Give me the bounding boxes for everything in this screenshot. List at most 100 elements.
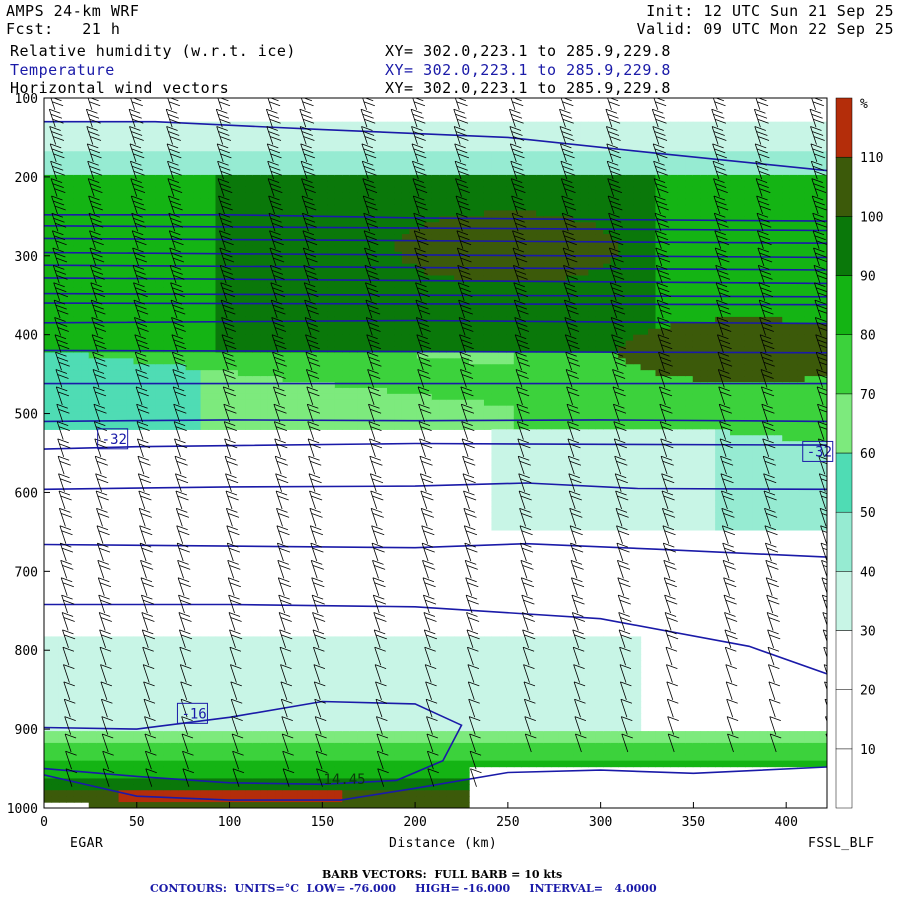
rh-cell bbox=[491, 287, 500, 294]
rh-cell bbox=[96, 293, 105, 300]
rh-cell bbox=[372, 766, 381, 774]
rh-cell bbox=[58, 695, 67, 703]
rh-cell bbox=[461, 210, 470, 217]
rh-cell bbox=[357, 216, 366, 223]
rh-cell bbox=[387, 346, 396, 354]
rh-cell bbox=[148, 660, 157, 667]
rh-cell bbox=[245, 737, 254, 744]
rh-cell bbox=[424, 683, 433, 691]
rh-cell bbox=[282, 636, 291, 643]
rh-cell bbox=[282, 157, 291, 164]
rh-cell bbox=[305, 790, 314, 797]
rh-cell bbox=[312, 382, 321, 389]
rh-cell bbox=[327, 222, 336, 229]
rh-cell bbox=[476, 245, 485, 253]
rh-cell bbox=[208, 192, 217, 200]
rh-cell bbox=[312, 689, 321, 697]
rh-cell bbox=[96, 683, 105, 691]
rh-cell bbox=[126, 796, 135, 803]
rh-cell bbox=[282, 287, 291, 294]
rh-cell bbox=[424, 234, 433, 241]
rh-cell bbox=[88, 796, 97, 803]
rh-cell bbox=[215, 725, 224, 732]
rh-cell bbox=[476, 163, 485, 170]
rh-cell bbox=[133, 328, 142, 336]
rh-cell bbox=[252, 163, 261, 170]
rh-cell bbox=[230, 322, 239, 330]
rh-cell bbox=[401, 293, 410, 300]
rh-cell bbox=[409, 423, 418, 430]
rh-cell bbox=[357, 654, 366, 661]
rh-cell bbox=[163, 784, 172, 791]
rh-cell bbox=[88, 748, 97, 756]
rh-cell bbox=[133, 174, 142, 182]
rh-cell bbox=[58, 671, 67, 679]
rh-cell bbox=[245, 766, 254, 774]
rh-cell bbox=[103, 204, 112, 212]
rh-cell bbox=[260, 269, 269, 277]
rh-cell bbox=[483, 328, 493, 336]
rh-cell bbox=[193, 760, 202, 768]
rh-cell bbox=[319, 340, 328, 348]
rh-cell bbox=[446, 145, 455, 152]
rh-cell bbox=[81, 683, 90, 691]
rh-cell bbox=[73, 654, 82, 661]
rh-cell bbox=[439, 346, 448, 354]
rh-cell bbox=[349, 725, 358, 732]
rh-cell bbox=[349, 228, 358, 235]
rh-cell bbox=[170, 222, 179, 229]
rh-cell bbox=[305, 222, 314, 229]
rh-cell bbox=[372, 760, 381, 768]
rh-cell bbox=[155, 316, 164, 324]
rh-cell bbox=[364, 642, 373, 649]
rh-cell bbox=[252, 364, 261, 371]
rh-cell bbox=[342, 311, 351, 318]
rh-cell bbox=[260, 405, 269, 413]
rh-cell bbox=[178, 802, 187, 808]
rh-cell bbox=[237, 157, 246, 164]
rh-cell bbox=[357, 683, 366, 691]
rh-cell bbox=[185, 269, 194, 277]
rh-cell bbox=[73, 163, 82, 170]
rh-cell bbox=[312, 293, 321, 300]
rh-cell bbox=[290, 204, 299, 212]
rh-cell bbox=[275, 257, 284, 265]
rh-cell bbox=[193, 139, 202, 146]
rh-cell bbox=[215, 328, 224, 336]
rh-cell bbox=[416, 737, 425, 744]
rh-cell bbox=[290, 346, 299, 354]
rh-cell bbox=[424, 382, 433, 389]
rh-cell bbox=[148, 311, 157, 318]
rh-cell bbox=[387, 683, 396, 691]
rh-cell bbox=[319, 186, 328, 194]
rh-cell bbox=[148, 228, 157, 235]
rh-cell bbox=[454, 364, 463, 371]
rh-cell bbox=[491, 157, 500, 164]
rh-cell bbox=[431, 719, 440, 726]
rh-cell bbox=[118, 216, 127, 223]
rh-cell bbox=[133, 127, 142, 135]
rh-cell bbox=[222, 340, 232, 348]
rh-cell bbox=[103, 210, 112, 217]
rh-cell bbox=[334, 382, 343, 389]
rh-cell bbox=[498, 370, 507, 377]
rh-cell bbox=[290, 648, 299, 655]
rh-cell bbox=[416, 707, 425, 714]
rh-cell bbox=[349, 305, 358, 312]
rh-cell bbox=[44, 139, 53, 146]
rh-cell bbox=[185, 772, 194, 780]
rh-cell bbox=[454, 293, 463, 300]
rh-cell bbox=[222, 778, 232, 785]
rh-cell bbox=[498, 257, 507, 265]
rh-cell bbox=[409, 790, 418, 797]
rh-cell bbox=[200, 228, 209, 235]
rh-cell bbox=[185, 802, 194, 808]
rh-cell bbox=[483, 145, 493, 152]
rh-cell bbox=[305, 174, 314, 182]
rh-cell bbox=[282, 677, 291, 685]
rh-cell bbox=[237, 311, 246, 318]
rh-cell bbox=[439, 399, 448, 407]
rh-cell bbox=[185, 281, 194, 288]
rh-cell bbox=[260, 340, 269, 348]
